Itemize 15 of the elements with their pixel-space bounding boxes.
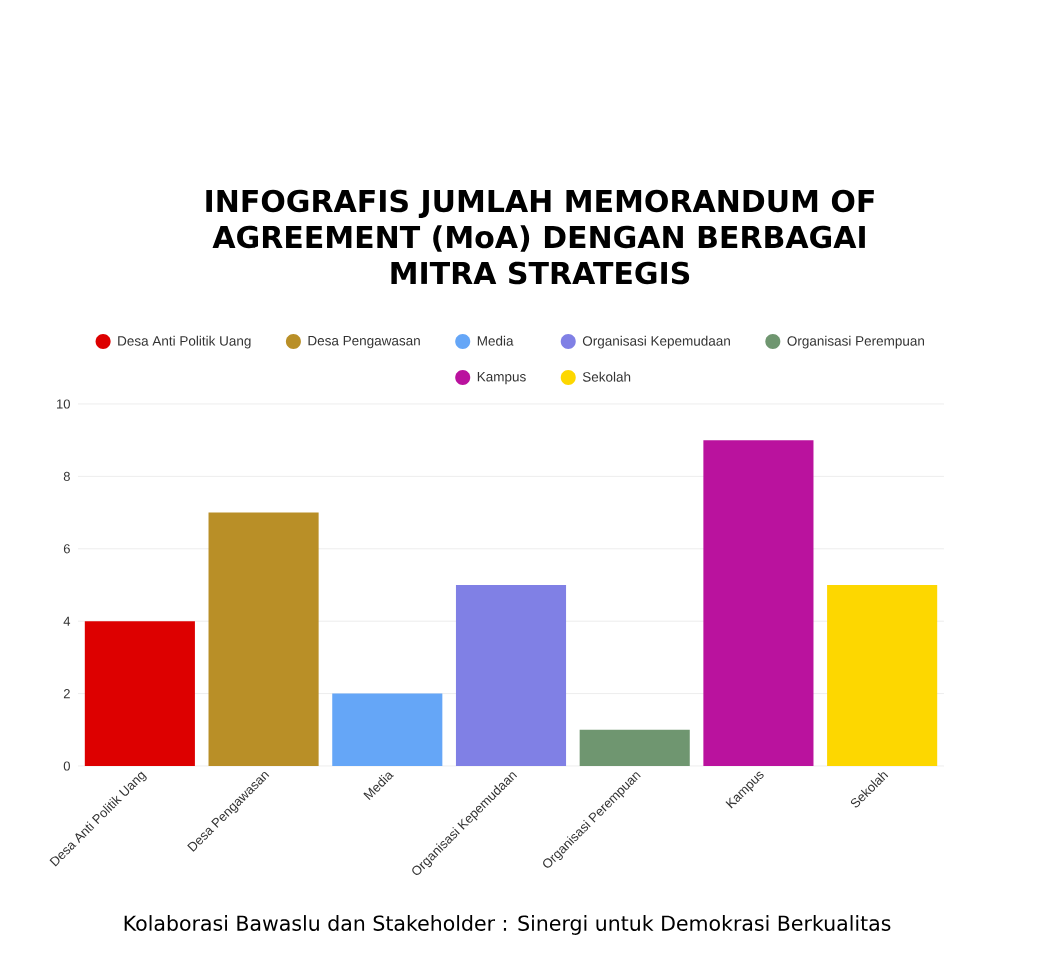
y-tick-label: 4 xyxy=(63,616,71,626)
legend-label: Desa Pengawasan xyxy=(308,336,420,349)
legend-label: Media xyxy=(477,335,514,346)
y-tick-label: 6 xyxy=(63,544,70,554)
chart-title: INFOGRAFIS JUMLAH MEMORANDUM OF AGREEMENT (MoA) DENGAN BERBAGAI MITRA STRATEGIS xyxy=(206,189,874,285)
y-tick-label: 0 xyxy=(63,761,70,771)
y-tick-label: 2 xyxy=(63,689,70,699)
legend-label: Organisasi Perempuan xyxy=(787,335,924,349)
legend-label: Kampus xyxy=(477,372,526,385)
y-tick-label: 10 xyxy=(57,399,70,409)
legend-label: Sekolah xyxy=(582,371,631,382)
legend-label: Organisasi Kepemudaan xyxy=(582,335,730,349)
text: Kolaborasi Bawaslu dan Stakeholder : Sinergi untuk Demokrasi Berkualitas xyxy=(124,915,891,935)
legend-label: Desa Anti Politik Uang xyxy=(118,335,251,349)
y-tick-label: 8 xyxy=(63,471,70,481)
